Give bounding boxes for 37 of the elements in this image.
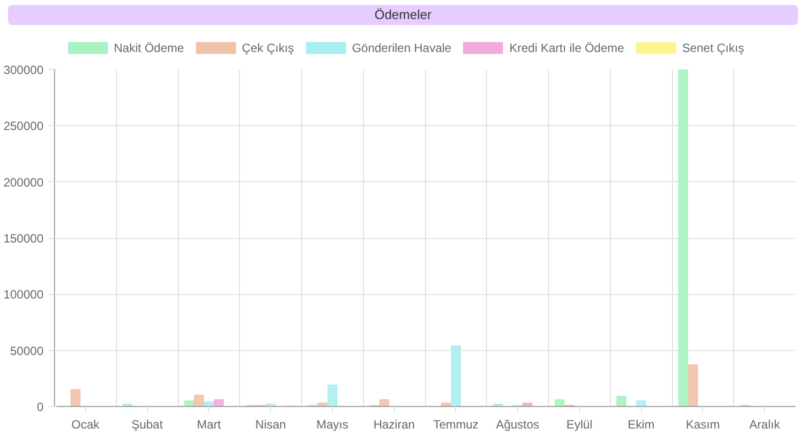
x-tick-label: Aralık — [749, 418, 781, 432]
legend-label: Kredi Kartı ile Ödeme — [509, 40, 624, 55]
bar — [318, 402, 328, 406]
bar — [554, 399, 565, 406]
bar — [70, 389, 80, 406]
bar — [327, 384, 338, 406]
legend-label: Çek Çıkış — [242, 40, 294, 55]
x-tick-label: Mart — [196, 418, 222, 432]
bar — [678, 70, 688, 406]
y-tick-label: 0 — [36, 400, 44, 414]
bar — [194, 394, 204, 406]
legend-label: Nakit Ödeme — [114, 40, 184, 55]
y-tick-label: 250000 — [3, 119, 44, 134]
bar — [184, 400, 194, 406]
bar — [441, 402, 451, 406]
x-tick-label: Eylül — [566, 418, 592, 432]
x-tick-label: Ekim — [628, 418, 654, 432]
chart-title: Ödemeler — [374, 6, 432, 24]
bar — [616, 396, 626, 406]
legend-label: Senet Çıkış — [682, 40, 744, 55]
x-tick-label: Haziran — [373, 418, 415, 432]
x-tick-label: Kasım — [686, 418, 720, 432]
x-tick-label: Nisan — [255, 418, 286, 432]
y-tick-label: 150000 — [3, 232, 44, 246]
bar — [688, 364, 698, 406]
legend-label: Gönderilen Havale — [352, 40, 452, 55]
x-tick-label: Temmuz — [433, 418, 479, 432]
bar — [522, 402, 532, 406]
y-tick-label: 50000 — [10, 344, 44, 358]
x-tick-label: Ağustos — [496, 418, 540, 432]
x-tick-label: Ocak — [71, 418, 100, 432]
y-tick-label: 200000 — [3, 175, 44, 190]
y-tick-label: 300000 — [3, 63, 44, 77]
x-tick-label: Mayıs — [316, 418, 348, 432]
y-tick-label: 100000 — [3, 288, 44, 302]
bar — [450, 345, 461, 406]
x-tick-label: Şubat — [131, 418, 164, 432]
